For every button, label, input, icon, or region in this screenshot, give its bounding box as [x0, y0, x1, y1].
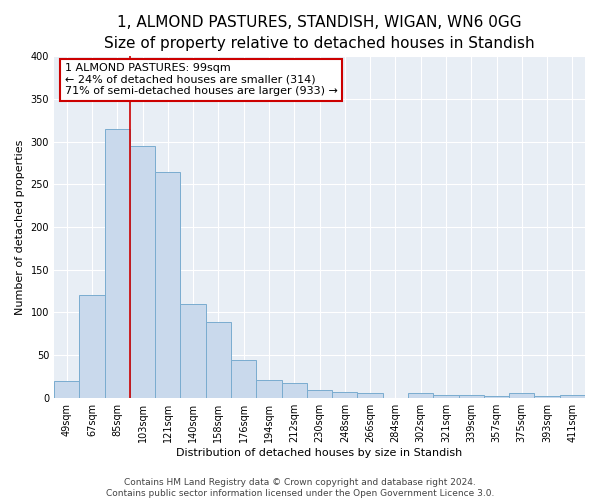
Bar — [458, 395, 484, 398]
Y-axis label: Number of detached properties: Number of detached properties — [15, 140, 25, 314]
Bar — [408, 392, 433, 398]
Bar — [79, 296, 104, 398]
Bar — [256, 380, 281, 398]
Bar — [560, 395, 585, 398]
Bar — [104, 129, 130, 398]
Bar — [155, 172, 181, 398]
Bar — [484, 396, 509, 398]
Bar — [206, 322, 231, 398]
Bar — [281, 383, 307, 398]
X-axis label: Distribution of detached houses by size in Standish: Distribution of detached houses by size … — [176, 448, 463, 458]
Bar — [358, 392, 383, 398]
Bar — [130, 146, 155, 398]
Bar — [433, 395, 458, 398]
Bar — [535, 396, 560, 398]
Text: Contains HM Land Registry data © Crown copyright and database right 2024.
Contai: Contains HM Land Registry data © Crown c… — [106, 478, 494, 498]
Title: 1, ALMOND PASTURES, STANDISH, WIGAN, WN6 0GG
Size of property relative to detach: 1, ALMOND PASTURES, STANDISH, WIGAN, WN6… — [104, 15, 535, 51]
Bar — [181, 304, 206, 398]
Bar — [54, 380, 79, 398]
Bar — [509, 394, 535, 398]
Bar — [231, 360, 256, 398]
Bar — [307, 390, 332, 398]
Bar — [332, 392, 358, 398]
Text: 1 ALMOND PASTURES: 99sqm
← 24% of detached houses are smaller (314)
71% of semi-: 1 ALMOND PASTURES: 99sqm ← 24% of detach… — [65, 63, 338, 96]
